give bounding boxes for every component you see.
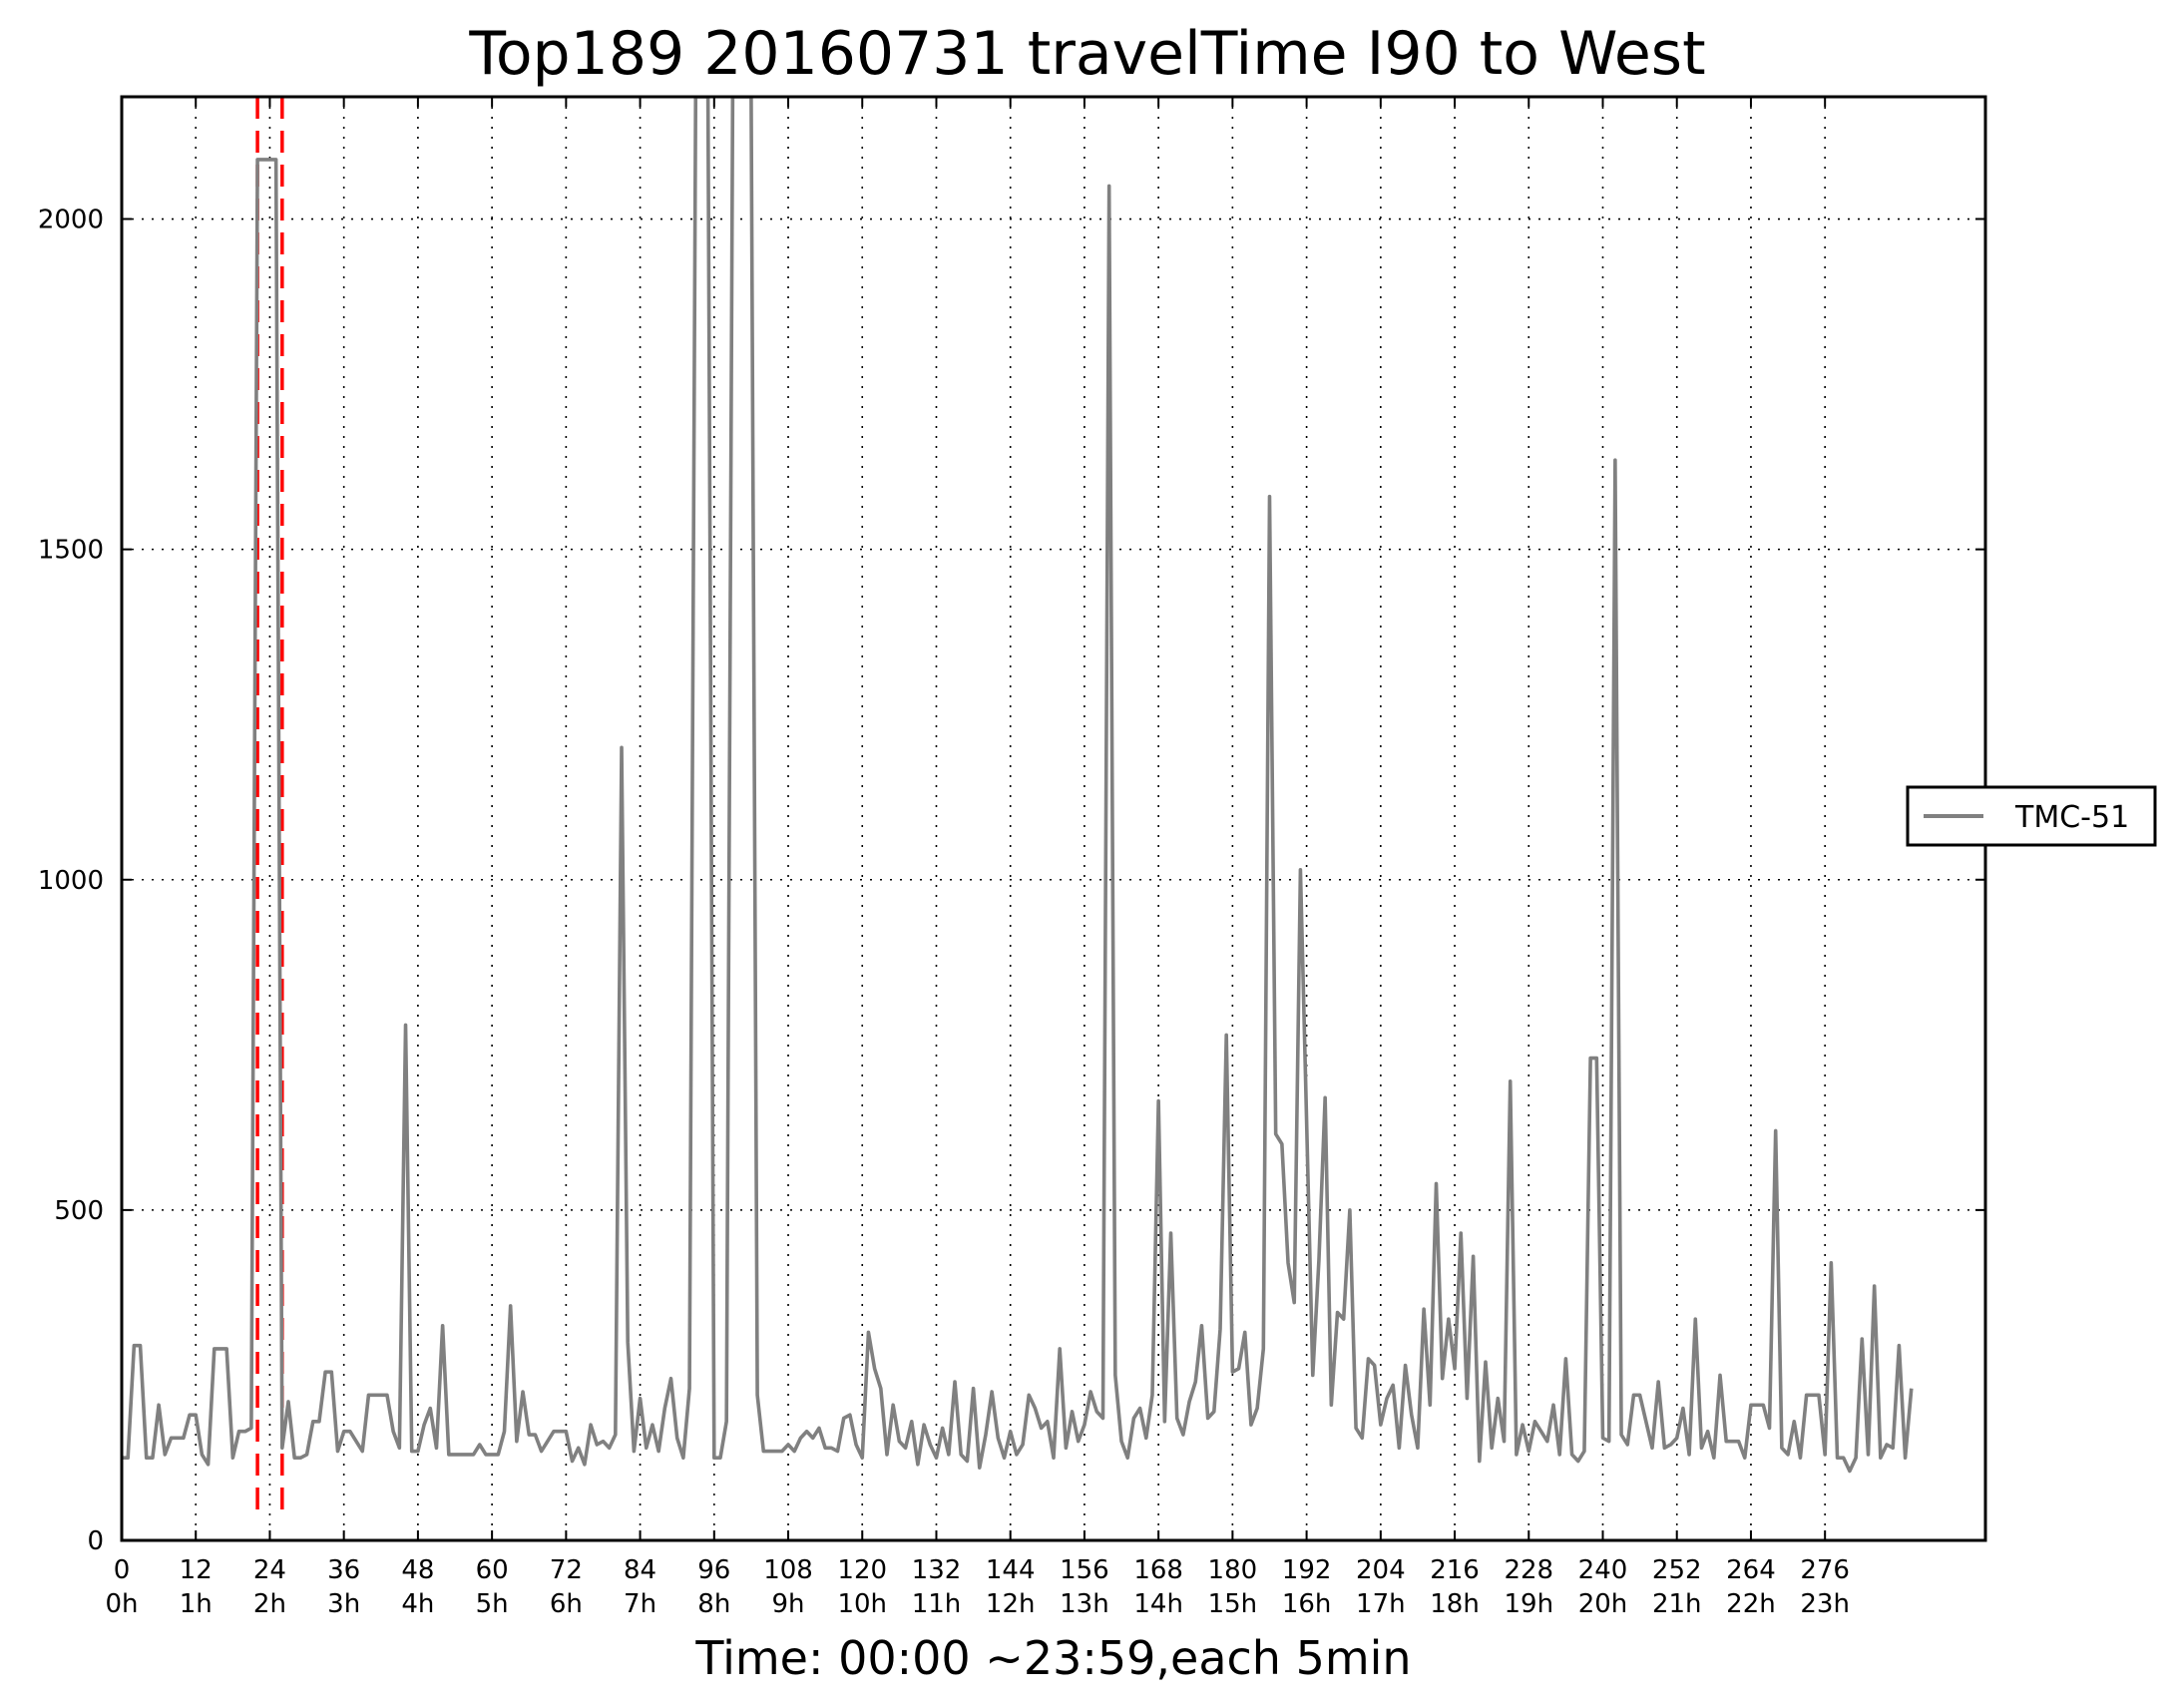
- legend: TMC-51: [1906, 785, 2157, 847]
- x-tick-sublabel: 9h: [772, 1589, 805, 1619]
- x-tick-sublabel: 6h: [550, 1589, 583, 1619]
- x-tick-label: 12: [180, 1555, 213, 1585]
- x-tick-label: 252: [1652, 1555, 1702, 1585]
- y-axis-ticks: 0 500 1000 1500 2000: [38, 206, 1985, 1556]
- x-tick-sublabel: 16h: [1282, 1589, 1332, 1619]
- x-tick-label: 264: [1726, 1555, 1776, 1585]
- y-tick-label: 500: [54, 1196, 104, 1226]
- x-tick-sublabel: 19h: [1504, 1589, 1553, 1619]
- x-tick-sublabel: 4h: [401, 1589, 434, 1619]
- x-tick-label: 96: [697, 1555, 730, 1585]
- x-tick-label: 36: [327, 1555, 360, 1585]
- y-tick-label: 1500: [38, 536, 104, 566]
- x-tick-label: 216: [1430, 1555, 1480, 1585]
- x-tick-label: 0: [114, 1555, 131, 1585]
- x-tick-label: 24: [253, 1555, 286, 1585]
- y-tick-label: 1000: [38, 866, 104, 896]
- x-tick-label: 84: [624, 1555, 656, 1585]
- x-tick-label: 168: [1133, 1555, 1183, 1585]
- x-tick-label: 108: [763, 1555, 813, 1585]
- x-tick-sublabel: 3h: [327, 1589, 360, 1619]
- x-tick-label: 120: [837, 1555, 887, 1585]
- x-tick-sublabel: 5h: [476, 1589, 509, 1619]
- x-tick-label: 60: [476, 1555, 509, 1585]
- series-line-tmc-51: [122, 97, 1914, 1474]
- x-axis-ticks: 0 0h 12 1h 24 2h 36 3h 48 4h 60 5h 72 6h 84 7h 96 8h 108 9h…: [105, 97, 1850, 1619]
- x-tick-label: 228: [1504, 1555, 1553, 1585]
- x-tick-sublabel: 20h: [1578, 1589, 1628, 1619]
- x-axis-label: Time: 00:00 ~23:59,each 5min: [694, 1631, 1411, 1685]
- x-tick-sublabel: 11h: [912, 1589, 962, 1619]
- x-tick-sublabel: 1h: [180, 1589, 213, 1619]
- x-tick-sublabel: 17h: [1356, 1589, 1406, 1619]
- x-tick-sublabel: 8h: [697, 1589, 730, 1619]
- x-tick-sublabel: 7h: [624, 1589, 656, 1619]
- x-tick-sublabel: 14h: [1133, 1589, 1183, 1619]
- x-tick-label: 276: [1800, 1555, 1850, 1585]
- x-tick-sublabel: 18h: [1430, 1589, 1480, 1619]
- x-tick-label: 240: [1578, 1555, 1628, 1585]
- series-layer: [122, 97, 1914, 1474]
- legend-label-tmc-51: TMC-51: [2014, 800, 2129, 835]
- x-tick-sublabel: 21h: [1652, 1589, 1702, 1619]
- x-tick-sublabel: 10h: [837, 1589, 887, 1619]
- x-tick-sublabel: 13h: [1060, 1589, 1109, 1619]
- x-tick-label: 192: [1282, 1555, 1332, 1585]
- x-tick-label: 48: [401, 1555, 434, 1585]
- x-tick-sublabel: 0h: [105, 1589, 138, 1619]
- y-tick-label: 0: [87, 1526, 104, 1556]
- x-tick-label: 144: [986, 1555, 1036, 1585]
- x-tick-sublabel: 2h: [253, 1589, 286, 1619]
- x-tick-label: 156: [1060, 1555, 1109, 1585]
- x-tick-sublabel: 12h: [986, 1589, 1036, 1619]
- x-tick-sublabel: 15h: [1208, 1589, 1258, 1619]
- x-tick-label: 204: [1356, 1555, 1406, 1585]
- x-tick-label: 72: [550, 1555, 583, 1585]
- x-tick-label: 132: [912, 1555, 962, 1585]
- x-tick-sublabel: 23h: [1800, 1589, 1850, 1619]
- x-tick-label: 180: [1208, 1555, 1258, 1585]
- y-tick-label: 2000: [38, 206, 104, 235]
- x-tick-sublabel: 22h: [1726, 1589, 1776, 1619]
- grid: [121, 97, 1985, 1540]
- chart-title: Top189 20160731 travelTime I90 to West: [468, 19, 1705, 89]
